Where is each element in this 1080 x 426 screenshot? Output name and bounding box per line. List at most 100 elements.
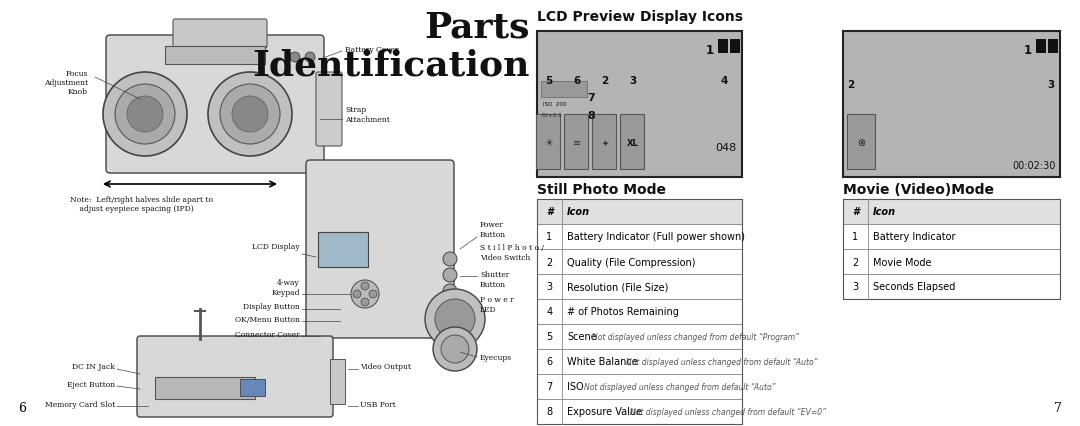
Bar [843,274,1059,299]
Text: Parts: Parts [424,10,530,44]
Text: XL: XL [627,138,639,147]
Text: LCD Display: LCD Display [253,242,300,250]
Bar [592,115,616,170]
Bar [537,324,742,349]
Bar [843,249,1059,274]
Text: Battery Cover: Battery Cover [345,46,399,54]
Bar [537,199,742,424]
Text: 2: 2 [546,257,553,267]
Text: 00:02:30: 00:02:30 [1013,161,1056,170]
FancyBboxPatch shape [173,20,267,49]
Text: DC IN Jack: DC IN Jack [72,362,114,370]
Circle shape [232,97,268,132]
Circle shape [361,298,369,306]
Bar [537,299,742,324]
Circle shape [114,85,175,145]
Circle shape [435,299,475,339]
Text: Icon: Icon [873,207,896,217]
Text: 1: 1 [706,44,714,57]
Text: Not displayed unless changed from default “Program”: Not displayed unless changed from defaul… [592,332,799,341]
Text: #: # [852,207,859,217]
Text: 3: 3 [1048,80,1055,90]
Text: #: # [546,207,553,217]
Text: 4-way
Keypad: 4-way Keypad [271,279,300,296]
Text: Not displayed unless changed from default “EV=0”: Not displayed unless changed from defaul… [630,407,826,416]
Text: Eject Button: Eject Button [67,380,114,388]
Bar [537,225,742,249]
Text: Note:  Left/right halves slide apart to
    adjust eyepiece spacing (IPD): Note: Left/right halves slide apart to a… [70,196,213,213]
Text: 5: 5 [545,76,553,86]
Bar [843,32,1059,178]
Text: 6: 6 [573,76,581,86]
Text: 048: 048 [716,143,737,153]
Text: Memory Card Slot: Memory Card Slot [44,400,114,408]
Bar [330,359,345,404]
Text: Shutter
Button: Shutter Button [480,271,510,288]
Text: 7: 7 [1054,401,1062,414]
Bar [537,199,742,225]
Text: 2: 2 [847,80,854,90]
Circle shape [443,268,457,282]
Text: OK/Menu Button: OK/Menu Button [235,315,300,323]
Text: Identification: Identification [253,48,530,82]
Bar [537,349,742,374]
Bar [537,399,742,424]
Text: Display Button: Display Button [243,302,300,310]
Bar [240,379,265,396]
Bar [1036,40,1047,54]
Circle shape [443,253,457,266]
Text: 1: 1 [1024,44,1032,57]
Bar [537,249,742,274]
Text: ⊗: ⊗ [856,138,865,148]
Text: White Balance: White Balance [567,357,638,367]
Bar [620,115,644,170]
Text: EV+2.0: EV+2.0 [541,113,562,118]
Bar [730,40,740,54]
Text: Battery Indicator (Full power shown): Battery Indicator (Full power shown) [567,232,745,242]
Text: LCD Preview Display Icons: LCD Preview Display Icons [537,10,743,24]
Text: 6: 6 [546,357,553,367]
Circle shape [127,97,163,132]
Circle shape [220,85,280,145]
Text: Video Output: Video Output [360,362,411,370]
Text: ☀: ☀ [544,138,553,148]
Text: 1: 1 [546,232,553,242]
Bar [843,199,1059,225]
Text: Power
Button: Power Button [480,221,507,238]
Text: Not displayed unless changed from default “Auto”: Not displayed unless changed from defaul… [583,382,775,391]
Bar [718,40,728,54]
Text: Seconds Elapsed: Seconds Elapsed [873,282,956,292]
Text: 2: 2 [602,76,609,86]
Bar [847,115,875,170]
Text: # of Photos Remaining: # of Photos Remaining [567,307,679,317]
Circle shape [103,73,187,157]
Text: Not displayed unless changed from default “Auto”: Not displayed unless changed from defaul… [625,357,818,366]
Text: Battery Indicator: Battery Indicator [873,232,956,242]
Text: 3: 3 [852,282,859,292]
Circle shape [353,290,361,298]
Text: USB Port: USB Port [360,400,395,408]
Text: 5: 5 [546,332,553,342]
Circle shape [433,327,477,371]
Bar [318,233,368,268]
Circle shape [441,335,469,363]
Text: ≡: ≡ [572,138,581,148]
Text: Focus
Adjustment
Knob: Focus Adjustment Knob [44,70,87,96]
Bar [537,374,742,399]
Circle shape [291,53,300,63]
Bar [165,47,265,65]
Text: 7: 7 [546,382,553,391]
Bar [564,115,588,170]
Circle shape [426,289,485,349]
Text: Movie Mode: Movie Mode [873,257,931,267]
Text: 2: 2 [852,257,859,267]
Text: ISO  200: ISO 200 [543,102,566,107]
Text: 7: 7 [588,93,595,103]
Bar [537,32,742,178]
Circle shape [305,53,315,63]
Circle shape [369,290,377,298]
Text: 1: 1 [852,232,859,242]
Text: 3: 3 [546,282,553,292]
Circle shape [351,280,379,308]
Text: Movie (Video)Mode: Movie (Video)Mode [843,183,994,196]
